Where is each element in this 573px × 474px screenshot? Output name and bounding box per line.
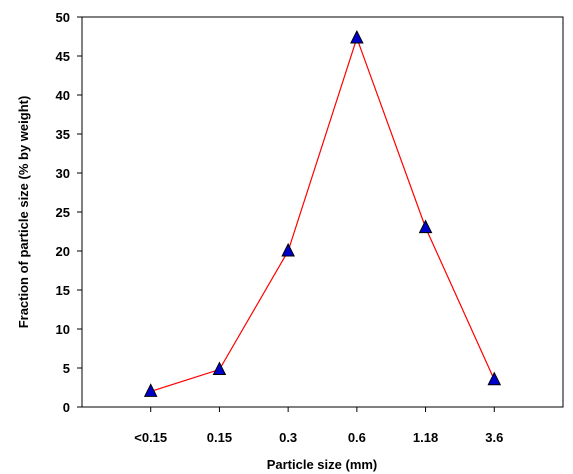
y-tick-label: 5: [63, 361, 70, 376]
x-axis-label: Particle size (mm): [267, 457, 378, 472]
y-tick-label: 20: [56, 244, 70, 259]
x-tick-label: 0.3: [279, 430, 297, 445]
y-tick-label: 10: [56, 322, 70, 337]
x-axis: <0.15 0.15 0.3 0.6 1.18 3.6: [134, 407, 503, 445]
x-tick-label: 0.15: [207, 430, 232, 445]
y-tick-label: 35: [56, 127, 70, 142]
data-point-marker: [281, 242, 295, 257]
y-tick-label: 0: [63, 400, 70, 415]
data-point-marker: [350, 29, 364, 44]
y-tick-label: 25: [56, 205, 70, 220]
x-tick-label: <0.15: [134, 430, 167, 445]
series-line: [150, 36, 495, 392]
y-tick-label: 40: [56, 88, 70, 103]
x-tick-label: 1.18: [413, 430, 438, 445]
x-tick-label: 3.6: [485, 430, 503, 445]
y-tick-label: 45: [56, 49, 70, 64]
y-axis-label: Fraction of particle size (% by weight): [16, 96, 31, 329]
x-tick-label: 0.6: [348, 430, 366, 445]
series-layer: [143, 29, 502, 397]
y-tick-label: 50: [56, 10, 70, 25]
data-point-marker: [487, 371, 502, 386]
data-point-marker: [212, 361, 227, 376]
data-point-marker: [418, 219, 433, 234]
y-tick-label: 15: [56, 283, 70, 298]
y-axis: 0 5 10 15 20 25 30 35 40 45 50: [56, 10, 82, 415]
data-point-marker: [143, 383, 158, 397]
y-tick-label: 30: [56, 166, 70, 181]
plot-area: [81, 16, 564, 408]
